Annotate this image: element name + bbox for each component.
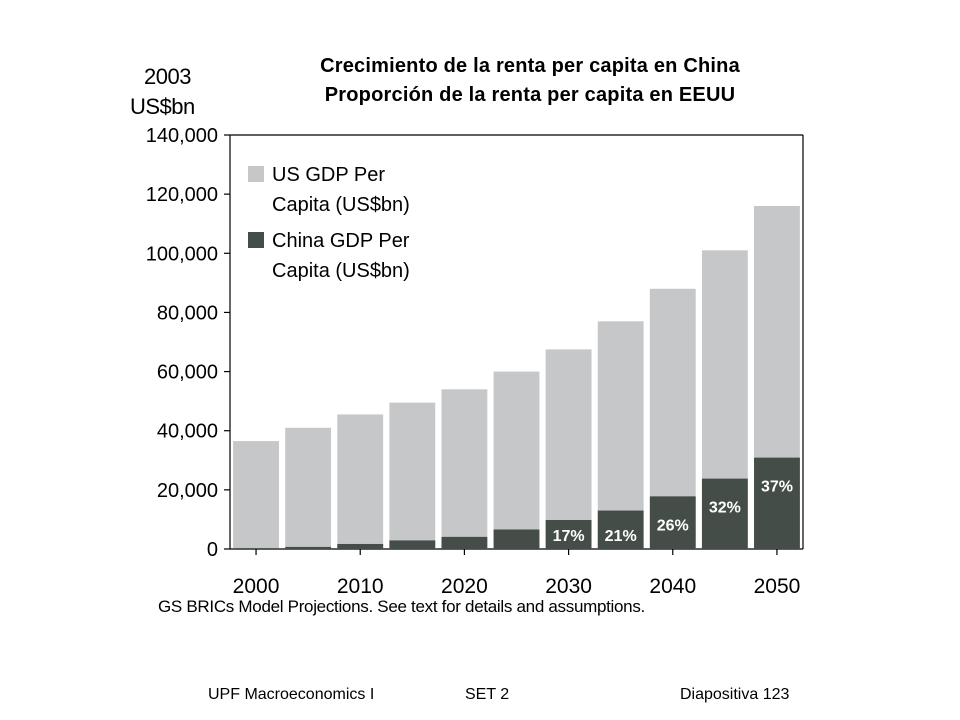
us-bar xyxy=(493,371,540,549)
china-bar xyxy=(545,520,592,549)
x-tick-label: 2050 xyxy=(754,575,801,598)
y-tick-label: 0 xyxy=(207,539,218,561)
china-bar xyxy=(337,543,384,549)
unit-label-year: 2003 xyxy=(144,64,191,89)
china-bar xyxy=(701,478,748,549)
china-bar xyxy=(493,529,540,549)
chart-subtitle: Proporción de la renta per capita en EEU… xyxy=(324,84,736,106)
footer-slide-number: Diapositiva 123 xyxy=(680,686,790,703)
china-share-label: 17% xyxy=(553,528,585,545)
y-tick-label: 20,000 xyxy=(157,480,218,502)
unit-label-currency: US$bn xyxy=(130,94,195,119)
china-share-label: 21% xyxy=(605,528,637,545)
china-bar xyxy=(285,546,332,549)
legend-label-china: Capita (US$bn) xyxy=(272,260,410,282)
china-bar xyxy=(441,536,488,549)
us-bar xyxy=(389,402,436,549)
legend-swatch-us xyxy=(248,166,264,182)
china-share-label: 37% xyxy=(761,479,793,496)
us-bar xyxy=(233,441,279,549)
china-bar xyxy=(597,510,644,549)
x-tick-label: 2010 xyxy=(337,575,384,598)
us-bar xyxy=(285,427,332,549)
legend-label-us: US GDP Per xyxy=(272,164,385,186)
chart-title: Crecimiento de la renta per capita en Ch… xyxy=(320,55,740,77)
china-bar xyxy=(754,457,800,549)
us-bar xyxy=(545,349,592,549)
china-bar xyxy=(649,496,696,549)
legend-label-us: Capita (US$bn) xyxy=(272,194,410,216)
y-tick-label: 140,000 xyxy=(146,125,218,147)
us-bar xyxy=(337,414,384,549)
x-tick-label: 2020 xyxy=(441,575,488,598)
x-tick-label: 2040 xyxy=(649,575,696,598)
china-bar xyxy=(233,548,279,549)
y-tick-label: 60,000 xyxy=(157,362,218,384)
source-note: GS BRICs Model Projections. See text for… xyxy=(158,597,645,616)
y-tick-label: 80,000 xyxy=(157,302,218,324)
y-tick-label: 120,000 xyxy=(146,184,218,206)
china-bar xyxy=(389,540,436,549)
china-share-label: 32% xyxy=(709,500,741,517)
china-share-label: 26% xyxy=(657,517,689,534)
x-tick-label: 2030 xyxy=(545,575,592,598)
x-tick-label: 2000 xyxy=(233,575,280,598)
legend-label-china: China GDP Per xyxy=(272,230,410,252)
us-bar xyxy=(441,389,488,549)
y-tick-label: 40,000 xyxy=(157,421,218,443)
legend-swatch-china xyxy=(248,232,264,248)
footer-course: UPF Macroeconomics I xyxy=(208,686,375,703)
y-tick-label: 100,000 xyxy=(146,243,218,265)
footer-set: SET 2 xyxy=(465,686,510,703)
